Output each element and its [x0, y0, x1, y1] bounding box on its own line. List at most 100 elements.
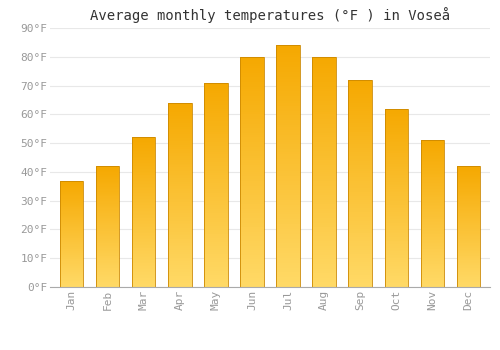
- Bar: [384, 116, 408, 118]
- Bar: [240, 181, 264, 183]
- Bar: [132, 238, 156, 239]
- Bar: [384, 274, 408, 276]
- Bar: [312, 188, 336, 190]
- Bar: [276, 229, 300, 231]
- Bar: [312, 216, 336, 218]
- Bar: [420, 244, 444, 246]
- Bar: [204, 162, 228, 164]
- Bar: [168, 204, 192, 206]
- Bar: [132, 146, 156, 148]
- Bar: [60, 258, 84, 259]
- Bar: [168, 246, 192, 248]
- Bar: [276, 222, 300, 224]
- Bar: [240, 216, 264, 218]
- Bar: [384, 178, 408, 180]
- Bar: [132, 234, 156, 236]
- Bar: [276, 231, 300, 234]
- Bar: [60, 191, 84, 192]
- Bar: [168, 236, 192, 237]
- Bar: [420, 184, 444, 186]
- Bar: [312, 105, 336, 107]
- Bar: [420, 178, 444, 180]
- Bar: [456, 167, 480, 169]
- Bar: [240, 234, 264, 236]
- Bar: [240, 158, 264, 160]
- Bar: [240, 153, 264, 156]
- Bar: [96, 230, 120, 231]
- Bar: [348, 134, 372, 136]
- Bar: [276, 96, 300, 98]
- Bar: [312, 282, 336, 285]
- Bar: [240, 252, 264, 255]
- Bar: [276, 205, 300, 207]
- Bar: [456, 224, 480, 225]
- Bar: [348, 117, 372, 119]
- Bar: [132, 271, 156, 272]
- Bar: [96, 183, 120, 184]
- Bar: [60, 221, 84, 222]
- Bar: [312, 190, 336, 192]
- Bar: [168, 201, 192, 202]
- Bar: [276, 48, 300, 50]
- Bar: [132, 280, 156, 281]
- Bar: [96, 236, 120, 237]
- Bar: [276, 282, 300, 285]
- Bar: [168, 239, 192, 241]
- Bar: [276, 188, 300, 190]
- Bar: [60, 280, 84, 281]
- Bar: [456, 204, 480, 205]
- Bar: [384, 160, 408, 162]
- Bar: [132, 167, 156, 169]
- Bar: [204, 232, 228, 234]
- Bar: [384, 273, 408, 274]
- Bar: [168, 198, 192, 201]
- Bar: [60, 272, 84, 273]
- Bar: [456, 240, 480, 241]
- Bar: [348, 132, 372, 134]
- Bar: [348, 96, 372, 98]
- Bar: [60, 217, 84, 218]
- Bar: [384, 258, 408, 260]
- Bar: [420, 201, 444, 202]
- Bar: [240, 128, 264, 131]
- Bar: [60, 189, 84, 190]
- Bar: [204, 99, 228, 101]
- Bar: [420, 161, 444, 162]
- Bar: [384, 212, 408, 214]
- Bar: [456, 166, 480, 167]
- Bar: [312, 179, 336, 181]
- Bar: [168, 285, 192, 287]
- Bar: [204, 218, 228, 219]
- Bar: [168, 233, 192, 236]
- Bar: [456, 193, 480, 194]
- Bar: [276, 270, 300, 273]
- Bar: [204, 132, 228, 134]
- Bar: [348, 250, 372, 252]
- Bar: [204, 252, 228, 254]
- Bar: [132, 206, 156, 208]
- Bar: [132, 263, 156, 265]
- Bar: [204, 201, 228, 203]
- Bar: [96, 245, 120, 246]
- Bar: [96, 207, 120, 209]
- Bar: [96, 281, 120, 282]
- Bar: [204, 150, 228, 152]
- Bar: [132, 137, 156, 139]
- Bar: [204, 85, 228, 87]
- Bar: [96, 246, 120, 247]
- Bar: [132, 221, 156, 223]
- Bar: [456, 286, 480, 287]
- Bar: [456, 189, 480, 190]
- Bar: [60, 270, 84, 271]
- Bar: [456, 187, 480, 188]
- Bar: [456, 257, 480, 258]
- Bar: [240, 225, 264, 227]
- Bar: [168, 283, 192, 285]
- Bar: [420, 183, 444, 184]
- Bar: [276, 183, 300, 186]
- Bar: [204, 128, 228, 130]
- Bar: [276, 263, 300, 265]
- Bar: [60, 228, 84, 229]
- Bar: [168, 141, 192, 144]
- Bar: [312, 131, 336, 133]
